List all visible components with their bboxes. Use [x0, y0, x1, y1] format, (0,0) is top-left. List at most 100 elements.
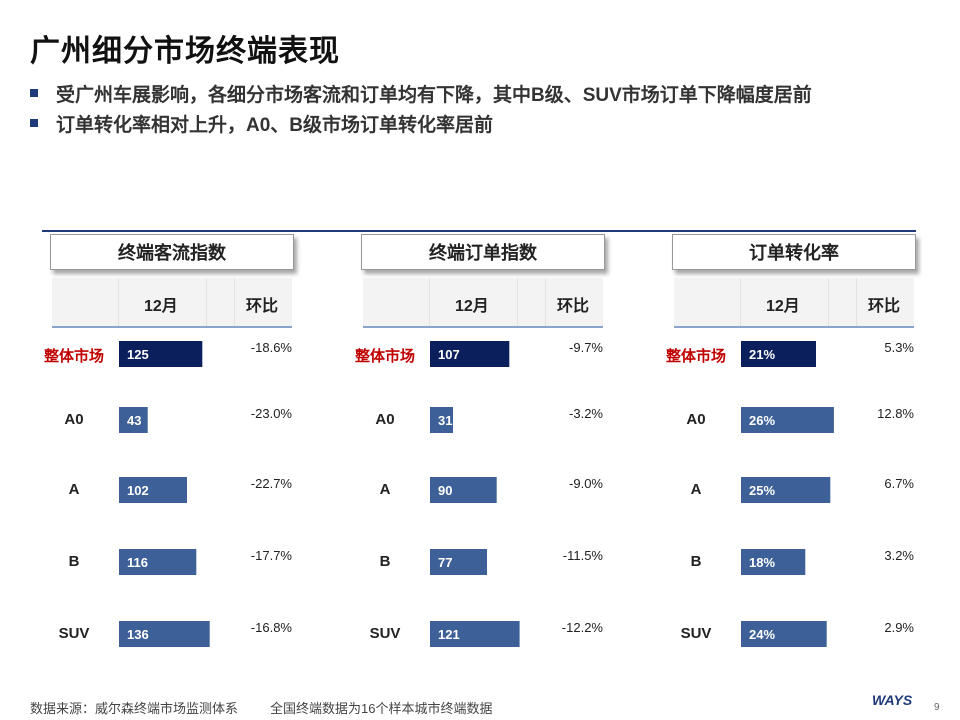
category-label: SUV: [680, 625, 712, 642]
bar-value-label: 107: [438, 347, 460, 362]
bar-value-label: 18%: [749, 555, 775, 570]
bar-value-label: 121: [438, 627, 460, 642]
category-label: A0: [64, 411, 84, 428]
bullet-item: 受广州车展影响，各细分市场客流和订单均有下降，其中B级、SUV市场订单下降幅度居…: [30, 78, 812, 108]
chart-panel: 订单转化率 12月 环比整体市场 5.3% A0 12.8% A 6.7% B 3.2% SUV 2.…: [666, 234, 916, 654]
bar: [741, 341, 816, 367]
category-label: A0: [686, 411, 706, 428]
bullet-text: 受广州车展影响，各细分市场客流和订单均有下降，其中B级、SUV市场订单下降幅度居…: [56, 84, 812, 106]
bullet-square-icon: [30, 119, 38, 127]
page-number: 9: [934, 702, 940, 713]
header-divider: [206, 278, 207, 326]
column-header-month: 12月: [455, 298, 489, 315]
change-value: 3.2%: [884, 548, 914, 563]
bullet-square-icon: [30, 89, 38, 97]
bar: [741, 549, 806, 575]
bar-chart: 107 31 90 77 121: [430, 341, 520, 647]
bar: [430, 341, 510, 367]
bar: [741, 477, 831, 503]
category-label: SUV: [369, 625, 401, 642]
category-label: B: [690, 553, 702, 570]
change-value: -17.7%: [250, 548, 292, 563]
change-value: -18.6%: [250, 340, 292, 355]
change-value: -12.2%: [561, 620, 603, 635]
bar-value-label: 43: [127, 413, 141, 428]
header-divider: [545, 278, 546, 326]
table-header: 12月 环比: [363, 278, 603, 328]
chart-title: 终端订单指数: [361, 234, 605, 270]
table-header: 12月 环比: [674, 278, 914, 328]
summary-bullets: 受广州车展影响，各细分市场客流和订单均有下降，其中B级、SUV市场订单下降幅度居…: [30, 78, 812, 138]
change-value: -23.0%: [250, 406, 292, 421]
bar-value-label: 24%: [749, 627, 775, 642]
change-value: 2.9%: [884, 620, 914, 635]
column-header-change: 环比: [557, 298, 590, 315]
column-header-change: 环比: [868, 298, 901, 315]
bar-chart: 125 43 102 116 136: [119, 341, 210, 647]
bar-value-label: 102: [127, 483, 149, 498]
category-label: A0: [375, 411, 395, 428]
bar: [119, 407, 148, 433]
bar-value-label: 136: [127, 627, 149, 642]
bar: [741, 407, 834, 433]
bar: [119, 477, 187, 503]
change-value: -9.0%: [569, 476, 603, 491]
bar-value-label: 26%: [749, 413, 775, 428]
header-divider: [429, 278, 430, 326]
bar: [741, 621, 827, 647]
change-value: 12.8%: [877, 406, 914, 421]
page-title: 广州细分市场终端表现: [30, 35, 340, 68]
bar-value-label: 31: [438, 413, 452, 428]
category-label: B: [68, 553, 80, 570]
bar-value-label: 116: [127, 555, 148, 570]
header-divider: [740, 278, 741, 326]
bar-value-label: 25%: [749, 483, 775, 498]
bar: [430, 407, 453, 433]
bullet-item: 订单转化率相对上升，A0、B级市场订单转化率居前: [30, 108, 812, 138]
change-value: 6.7%: [884, 476, 914, 491]
header-divider: [856, 278, 857, 326]
data-source: 数据来源：威尔森终端市场监测体系: [30, 701, 239, 716]
bar: [119, 549, 197, 575]
column-header-month: 12月: [144, 298, 178, 315]
data-note: 全国终端数据为16个样本城市终端数据: [270, 701, 493, 716]
bar: [119, 341, 203, 367]
category-label: B: [379, 553, 391, 570]
chart-title: 订单转化率: [672, 234, 916, 270]
change-value: 5.3%: [884, 340, 914, 355]
header-divider: [517, 278, 518, 326]
change-value: -11.5%: [562, 548, 603, 563]
bar: [119, 621, 210, 647]
bullet-text: 订单转化率相对上升，A0、B级市场订单转化率居前: [56, 114, 494, 136]
ways-logo: WAYS: [872, 692, 913, 708]
header-divider: [828, 278, 829, 326]
category-label: 整体市场: [43, 348, 104, 365]
bar-chart: 21% 26% 25% 18% 24%: [741, 341, 834, 647]
category-label: A: [68, 481, 80, 498]
category-label: 整体市场: [354, 348, 415, 365]
chart-panel: 终端客流指数 12月 环比整体市场 -18.6% A0 -23.0% A -22.7% B -17…: [44, 234, 294, 654]
header-divider: [234, 278, 235, 326]
header-divider: [118, 278, 119, 326]
bar-value-label: 21%: [749, 347, 775, 362]
bar-value-label: 77: [438, 555, 452, 570]
chart-title: 终端客流指数: [50, 234, 294, 270]
column-header-month: 12月: [766, 298, 800, 315]
change-value: -3.2%: [569, 406, 603, 421]
column-header-change: 环比: [246, 298, 279, 315]
change-value: -16.8%: [250, 620, 292, 635]
bar: [430, 621, 520, 647]
change-value: -22.7%: [250, 476, 292, 491]
bar: [430, 477, 497, 503]
bar-value-label: 90: [438, 483, 452, 498]
bar: [430, 549, 487, 575]
change-value: -9.7%: [569, 340, 603, 355]
bar-value-label: 125: [127, 347, 149, 362]
category-label: 整体市场: [665, 348, 726, 365]
section-divider: [42, 230, 916, 232]
category-label: A: [690, 481, 702, 498]
chart-panel: 终端订单指数 12月 环比整体市场 -9.7% A0 -3.2% A -9.0% B -11.5%…: [355, 234, 605, 654]
category-label: SUV: [58, 625, 90, 642]
category-label: A: [379, 481, 391, 498]
table-header: 12月 环比: [52, 278, 292, 328]
